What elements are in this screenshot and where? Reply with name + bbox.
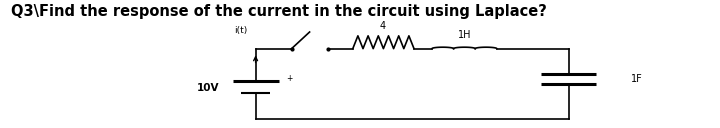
Text: 4: 4 (380, 21, 386, 31)
Text: i(t): i(t) (235, 26, 248, 35)
Text: 1F: 1F (631, 74, 642, 84)
Text: +: + (286, 74, 292, 83)
Text: 10V: 10V (197, 83, 220, 93)
Text: 1H: 1H (458, 30, 471, 40)
Text: Q3\Find the response of the current in the circuit using Laplace?: Q3\Find the response of the current in t… (11, 4, 546, 19)
